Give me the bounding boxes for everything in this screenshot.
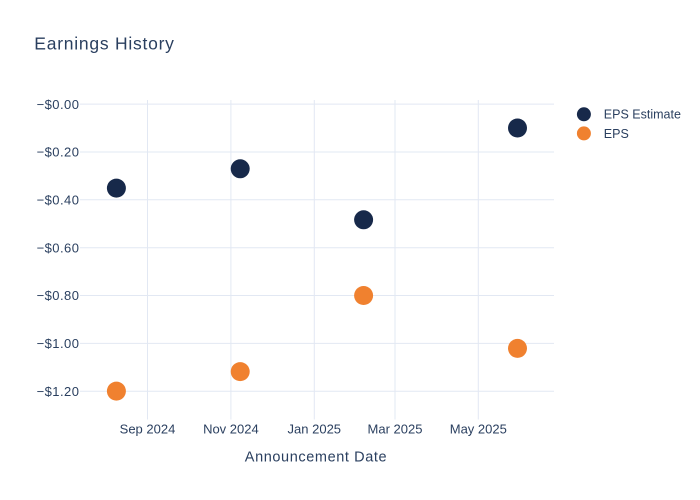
svg-text:−$0.00: −$0.00: [37, 97, 80, 112]
svg-text:EPS: EPS: [604, 127, 629, 141]
svg-text:Earnings History: Earnings History: [34, 33, 174, 53]
svg-text:Mar 2025: Mar 2025: [368, 421, 423, 436]
svg-text:Sep 2024: Sep 2024: [120, 421, 176, 436]
svg-text:−$0.80: −$0.80: [37, 288, 80, 303]
svg-text:EPS Estimate: EPS Estimate: [604, 108, 681, 122]
svg-text:Announcement Date: Announcement Date: [245, 449, 387, 465]
svg-text:−$0.60: −$0.60: [37, 240, 80, 255]
svg-text:Jan 2025: Jan 2025: [288, 421, 342, 436]
svg-text:Nov 2024: Nov 2024: [203, 421, 259, 436]
svg-text:−$0.20: −$0.20: [37, 145, 80, 160]
svg-text:−$1.00: −$1.00: [37, 336, 80, 351]
svg-text:−$1.20: −$1.20: [37, 384, 80, 399]
svg-text:May 2025: May 2025: [450, 421, 507, 436]
svg-text:−$0.40: −$0.40: [37, 193, 80, 208]
